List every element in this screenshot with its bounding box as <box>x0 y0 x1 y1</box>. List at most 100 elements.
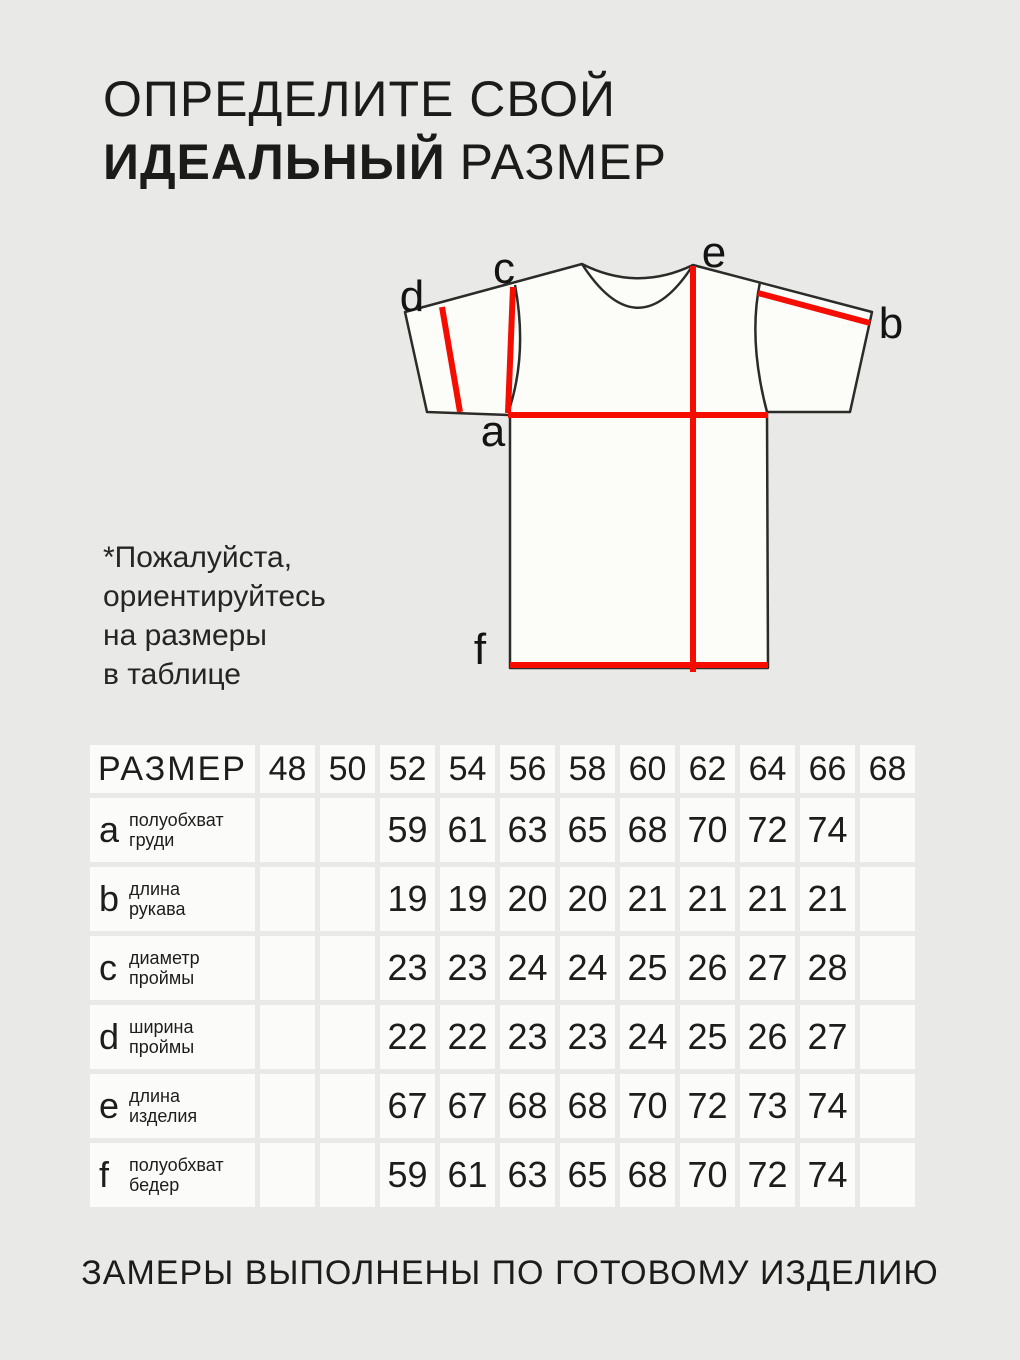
measure-letter: c <box>99 947 117 988</box>
value-cell: 21 <box>800 867 855 931</box>
value-cell <box>320 1074 375 1138</box>
value-cell <box>260 867 315 931</box>
value-cell <box>260 1074 315 1138</box>
value-cell <box>860 867 915 931</box>
measure-name-line: длина <box>129 1086 181 1106</box>
value-cell: 68 <box>620 1143 675 1207</box>
size-column-header: 64 <box>740 745 795 793</box>
table-row: e длина изделия 67 67 68 68 70 72 73 74 <box>90 1074 915 1138</box>
measure-name-line: полуобхват <box>129 810 224 830</box>
measure-line-d <box>439 306 463 413</box>
value-cell: 74 <box>800 798 855 862</box>
title-line-2-regular: РАЗМЕР <box>459 134 667 190</box>
table-row: c диаметр проймы 23 23 24 24 25 26 27 28 <box>90 936 915 1000</box>
value-cell: 22 <box>440 1005 495 1069</box>
table-row: d ширина проймы 22 22 23 23 24 25 26 27 <box>90 1005 915 1069</box>
value-cell: 67 <box>380 1074 435 1138</box>
value-cell <box>860 798 915 862</box>
left-armhole-line <box>506 284 522 414</box>
measure-label-cell: f полуобхват бедер <box>90 1143 255 1207</box>
value-cell: 74 <box>800 1074 855 1138</box>
size-table: РАЗМЕР 48 50 52 54 56 58 60 62 64 66 68 a полуобхват г… <box>90 745 915 1212</box>
value-cell: 23 <box>440 936 495 1000</box>
measure-label-b: b <box>879 299 903 348</box>
value-cell: 67 <box>440 1074 495 1138</box>
value-cell: 23 <box>560 1005 615 1069</box>
size-column-header: 56 <box>500 745 555 793</box>
measure-name-line: проймы <box>129 968 195 988</box>
measure-label-f: f <box>474 625 487 674</box>
value-cell: 20 <box>560 867 615 931</box>
value-cell: 65 <box>560 798 615 862</box>
value-cell <box>260 798 315 862</box>
measure-letter: a <box>99 809 120 850</box>
measure-name-line: длина <box>129 879 181 899</box>
value-cell: 72 <box>680 1074 735 1138</box>
size-column-header: 68 <box>860 745 915 793</box>
value-cell <box>320 936 375 1000</box>
measure-letter: e <box>99 1085 120 1126</box>
table-row: f полуобхват бедер 59 61 63 65 68 70 72 74 <box>90 1143 915 1207</box>
note-line: на размеры <box>103 619 267 652</box>
measure-name: длина рукава <box>129 879 185 919</box>
measure-label-e: e <box>702 228 726 277</box>
size-column-header: 58 <box>560 745 615 793</box>
measure-label-cell: b длина рукава <box>90 867 255 931</box>
measure-letter: f <box>99 1154 110 1195</box>
measure-line-b <box>757 290 871 326</box>
value-cell: 70 <box>680 798 735 862</box>
measure-name-line: проймы <box>129 1037 195 1057</box>
value-cell <box>260 1143 315 1207</box>
measure-letter: d <box>99 1016 120 1057</box>
value-cell: 68 <box>560 1074 615 1138</box>
measure-label-cell: a полуобхват груди <box>90 798 255 862</box>
measure-letter: b <box>99 878 120 919</box>
tshirt-measurement-diagram: a b c d e f <box>400 228 903 674</box>
value-cell: 26 <box>680 936 735 1000</box>
value-cell: 21 <box>680 867 735 931</box>
measure-name: ширина проймы <box>129 1017 194 1057</box>
value-cell: 24 <box>620 1005 675 1069</box>
value-cell: 25 <box>680 1005 735 1069</box>
measure-name-line: бедер <box>129 1175 180 1195</box>
value-cell: 73 <box>740 1074 795 1138</box>
value-cell: 19 <box>380 867 435 931</box>
measure-name: полуобхват груди <box>129 810 224 850</box>
value-cell: 63 <box>500 798 555 862</box>
value-cell: 20 <box>500 867 555 931</box>
measure-label-cell: c диаметр проймы <box>90 936 255 1000</box>
value-cell: 22 <box>380 1005 435 1069</box>
value-cell: 74 <box>800 1143 855 1207</box>
value-cell: 23 <box>500 1005 555 1069</box>
measure-label-cell: d ширина проймы <box>90 1005 255 1069</box>
measure-name-line: диаметр <box>129 948 200 968</box>
value-cell: 61 <box>440 1143 495 1207</box>
measure-name-line: полуобхват <box>129 1155 224 1175</box>
value-cell <box>260 1005 315 1069</box>
tshirt-outline <box>403 262 874 670</box>
value-cell: 70 <box>620 1074 675 1138</box>
value-cell: 70 <box>680 1143 735 1207</box>
table-row: a полуобхват груди 59 61 63 65 68 70 72 74 <box>90 798 915 862</box>
measure-label-a: a <box>481 407 506 456</box>
measure-name: диаметр проймы <box>129 948 200 988</box>
footer-text: ЗАМЕРЫ ВЫПОЛНЕНЫ ПО ГОТОВОМУ ИЗДЕЛИЮ <box>81 1254 939 1292</box>
value-cell <box>320 867 375 931</box>
value-cell: 61 <box>440 798 495 862</box>
measure-label-c: c <box>493 244 515 293</box>
value-cell: 19 <box>440 867 495 931</box>
measure-label-d: d <box>400 272 424 321</box>
value-cell <box>860 936 915 1000</box>
title-line-2-bold: ИДЕАЛЬНЫЙ <box>103 134 446 190</box>
value-cell: 72 <box>740 798 795 862</box>
measure-name-line: изделия <box>129 1106 198 1126</box>
value-cell: 21 <box>740 867 795 931</box>
value-cell: 72 <box>740 1143 795 1207</box>
title-line-2: ИДЕАЛЬНЫЙ РАЗМЕР <box>103 131 667 194</box>
size-column-header: 50 <box>320 745 375 793</box>
value-cell: 21 <box>620 867 675 931</box>
measure-name: длина изделия <box>129 1086 197 1126</box>
value-cell <box>320 1143 375 1207</box>
note-line: *Пожалуйста, <box>103 541 293 574</box>
